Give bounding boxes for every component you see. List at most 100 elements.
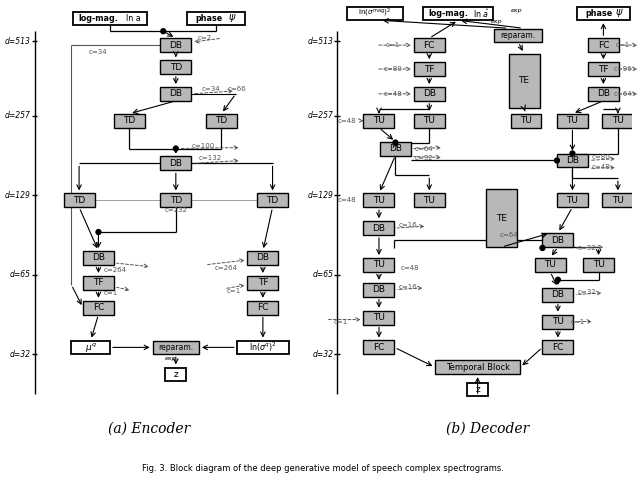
Bar bbox=[364, 283, 394, 296]
Text: c=48: c=48 bbox=[338, 197, 356, 203]
Text: d=129: d=129 bbox=[308, 191, 333, 200]
Text: FC: FC bbox=[373, 343, 385, 352]
Text: c=66: c=66 bbox=[228, 86, 247, 92]
Bar bbox=[511, 114, 541, 128]
Circle shape bbox=[161, 29, 166, 34]
Bar bbox=[577, 7, 630, 20]
Text: exp: exp bbox=[491, 19, 503, 24]
Text: DB: DB bbox=[372, 285, 385, 294]
Text: Fig. 3. Block diagram of the deep generative model of speech complex spectrogram: Fig. 3. Block diagram of the deep genera… bbox=[142, 464, 504, 473]
Bar bbox=[602, 193, 634, 207]
Bar bbox=[543, 233, 573, 247]
Text: c=1: c=1 bbox=[333, 318, 348, 325]
Text: DB: DB bbox=[170, 159, 182, 168]
Text: d=65: d=65 bbox=[312, 270, 333, 279]
Text: (b) Decoder: (b) Decoder bbox=[445, 422, 529, 436]
Text: log-mag.: log-mag. bbox=[429, 9, 468, 18]
Text: log-mag.: log-mag. bbox=[79, 14, 118, 23]
Text: d=257: d=257 bbox=[308, 111, 333, 120]
Bar bbox=[588, 87, 619, 101]
Text: DB: DB bbox=[257, 253, 269, 262]
Text: TU: TU bbox=[373, 313, 385, 322]
Bar bbox=[347, 7, 403, 20]
Circle shape bbox=[570, 151, 575, 156]
Bar bbox=[114, 114, 145, 128]
Text: c=64: c=64 bbox=[613, 91, 632, 97]
Text: c=64: c=64 bbox=[500, 232, 518, 238]
Bar bbox=[364, 340, 394, 354]
Text: c=16: c=16 bbox=[398, 284, 417, 290]
Text: $\ln(\sigma^q)^2$: $\ln(\sigma^q)^2$ bbox=[249, 341, 277, 354]
Text: TE: TE bbox=[518, 76, 529, 86]
Bar bbox=[543, 314, 573, 329]
Text: c=132: c=132 bbox=[199, 156, 222, 161]
Bar bbox=[161, 38, 191, 52]
Bar bbox=[414, 38, 445, 52]
Text: TU: TU bbox=[520, 116, 532, 125]
Text: (a) Encoder: (a) Encoder bbox=[108, 422, 190, 436]
Bar bbox=[583, 258, 614, 272]
Text: d=65: d=65 bbox=[10, 270, 31, 279]
Text: TE: TE bbox=[497, 214, 508, 223]
Text: TD: TD bbox=[124, 116, 136, 125]
Circle shape bbox=[393, 140, 398, 145]
Text: c=264: c=264 bbox=[103, 267, 126, 273]
Text: FC: FC bbox=[93, 303, 104, 312]
Bar bbox=[152, 341, 199, 354]
Text: c=16: c=16 bbox=[398, 222, 417, 228]
Bar bbox=[424, 7, 493, 20]
Text: c=48: c=48 bbox=[400, 265, 419, 271]
Text: $\ln(\sigma^\mathrm{mag})^2$: $\ln(\sigma^\mathrm{mag})^2$ bbox=[358, 7, 392, 19]
Text: TU: TU bbox=[423, 116, 435, 125]
Text: c=34: c=34 bbox=[202, 86, 220, 92]
Text: TD: TD bbox=[266, 196, 278, 205]
Bar bbox=[364, 311, 394, 325]
Text: z: z bbox=[476, 384, 480, 394]
Bar bbox=[257, 193, 288, 207]
Bar bbox=[161, 193, 191, 207]
Text: c=32: c=32 bbox=[577, 289, 596, 295]
Text: TU: TU bbox=[566, 116, 579, 125]
Text: TU: TU bbox=[552, 317, 564, 326]
Bar bbox=[557, 193, 588, 207]
Text: c=1: c=1 bbox=[616, 42, 630, 48]
Bar bbox=[248, 301, 278, 314]
Bar bbox=[494, 29, 543, 42]
Bar bbox=[486, 190, 517, 247]
Circle shape bbox=[173, 146, 179, 151]
Bar bbox=[364, 114, 394, 128]
Text: d=513: d=513 bbox=[308, 36, 333, 46]
Circle shape bbox=[556, 278, 561, 282]
Text: phase: phase bbox=[585, 9, 612, 18]
Text: c=32: c=32 bbox=[577, 245, 596, 251]
Text: c=80: c=80 bbox=[383, 66, 402, 72]
Text: $\mu^q$: $\mu^q$ bbox=[84, 341, 97, 354]
Bar bbox=[161, 156, 191, 171]
Text: DB: DB bbox=[552, 236, 564, 244]
Text: exp: exp bbox=[511, 8, 522, 13]
Bar bbox=[543, 288, 573, 302]
Bar bbox=[435, 360, 520, 374]
Text: c=34: c=34 bbox=[89, 49, 108, 55]
Text: c=1: c=1 bbox=[227, 288, 241, 294]
Text: TU: TU bbox=[373, 196, 385, 205]
Bar bbox=[161, 60, 191, 74]
Text: TD: TD bbox=[215, 116, 227, 125]
Text: TU: TU bbox=[612, 116, 624, 125]
Text: TF: TF bbox=[424, 65, 435, 73]
Bar bbox=[414, 193, 445, 207]
Bar bbox=[414, 87, 445, 101]
Text: TF: TF bbox=[258, 278, 268, 287]
Text: c=2: c=2 bbox=[198, 35, 212, 41]
Text: z: z bbox=[173, 370, 178, 379]
Text: TU: TU bbox=[373, 116, 385, 125]
Bar bbox=[588, 38, 619, 52]
Bar bbox=[364, 258, 394, 272]
Text: c=32: c=32 bbox=[415, 156, 433, 161]
Text: DB: DB bbox=[566, 156, 579, 165]
Text: DB: DB bbox=[170, 41, 182, 50]
Text: DB: DB bbox=[372, 224, 385, 233]
Text: reparam.: reparam. bbox=[158, 343, 193, 352]
Text: TF: TF bbox=[598, 65, 609, 73]
Bar bbox=[414, 62, 445, 76]
